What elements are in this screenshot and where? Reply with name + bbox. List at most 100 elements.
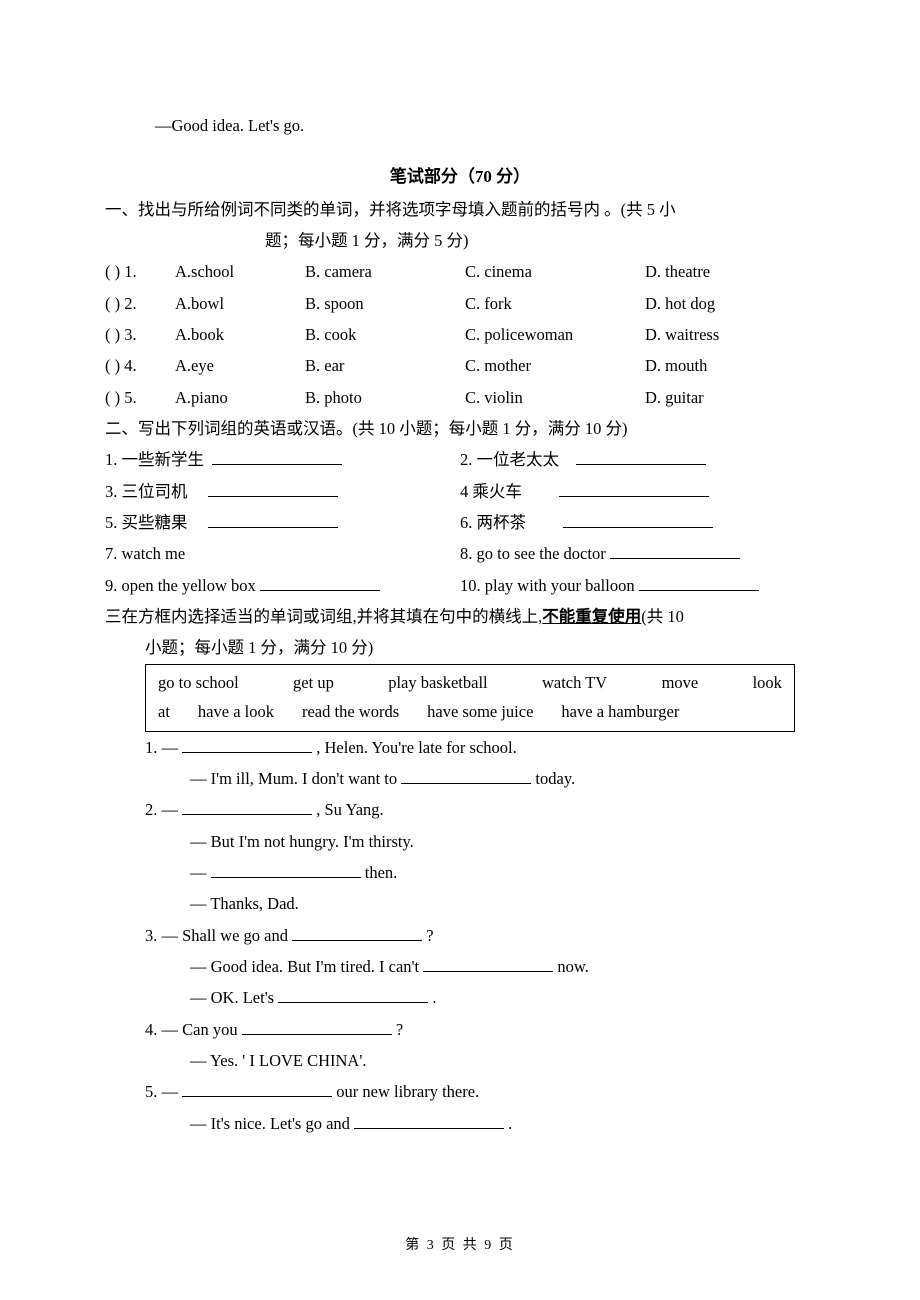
word-bank-item: look bbox=[753, 669, 782, 698]
mcq-paren[interactable]: ( ) 3. bbox=[105, 319, 175, 350]
text: . bbox=[504, 1114, 512, 1133]
q1-line-b: — I'm ill, Mum. I don't want to today. bbox=[145, 763, 815, 794]
section2-head: 二、写出下列词组的英语或汉语。(共 10 小题；每小题 1 分，满分 10 分) bbox=[105, 413, 815, 444]
section3-questions: 1. — , Helen. You're late for school. — … bbox=[105, 732, 815, 1139]
trans-row: 1. 一些新学生 2. 一位老太太 bbox=[105, 444, 815, 475]
mcq-option-a: A.book bbox=[175, 319, 305, 350]
section3-head: 三在方框内选择适当的单词或词组,并将其填在句中的横线上,不能重复使用(共 10 bbox=[105, 601, 815, 632]
text: 1. — bbox=[145, 738, 178, 757]
q4-line-b: — Yes. ' I LOVE CHINA'. bbox=[145, 1045, 815, 1076]
text: today. bbox=[531, 769, 575, 788]
mcq-option-b: B. camera bbox=[305, 256, 465, 287]
mcq-option-c: C. mother bbox=[465, 350, 645, 381]
section1-head-line1: 一、找出与所给例词不同类的单词，并将选项字母填入题前的括号内 。(共 5 小 bbox=[105, 200, 676, 219]
answer-blank[interactable] bbox=[401, 766, 531, 784]
text: 5. — bbox=[145, 1082, 182, 1101]
word-bank-item: watch TV bbox=[542, 669, 607, 698]
answer-blank[interactable] bbox=[292, 923, 422, 941]
trans-right: 8. go to see the doctor bbox=[460, 544, 606, 563]
word-bank-item: get up bbox=[293, 669, 334, 698]
text: then. bbox=[361, 863, 398, 882]
trans-right: 6. 两杯茶 bbox=[460, 513, 526, 532]
answer-blank[interactable] bbox=[354, 1111, 504, 1129]
mcq-option-d: D. mouth bbox=[645, 350, 815, 381]
q1-line-a: 1. — , Helen. You're late for school. bbox=[145, 732, 815, 763]
text: 2. — bbox=[145, 800, 178, 819]
mcq-paren[interactable]: ( ) 2. bbox=[105, 288, 175, 319]
text: ? bbox=[392, 1020, 403, 1039]
answer-blank[interactable] bbox=[576, 448, 706, 466]
word-bank-line1: go to school get up play basketball watc… bbox=[158, 669, 782, 698]
word-bank-item: have a look bbox=[198, 698, 274, 727]
mcq-row: ( ) 3. A.book B. cook C. policewoman D. … bbox=[105, 319, 815, 350]
word-bank-item: at bbox=[158, 698, 170, 727]
word-bank-item: have some juice bbox=[427, 698, 533, 727]
text: — Good idea. But I'm tired. I can't bbox=[190, 957, 423, 976]
mcq-row: ( ) 5. A.piano B. photo C. violin D. gui… bbox=[105, 382, 815, 413]
q2-line-a: 2. — , Su Yang. bbox=[145, 794, 815, 825]
mcq-paren[interactable]: ( ) 4. bbox=[105, 350, 175, 381]
answer-blank[interactable] bbox=[610, 542, 740, 560]
section3-head-b: 并将其填在句中的横线上 bbox=[357, 607, 539, 626]
section1-questions: ( ) 1. A.school B. camera C. cinema D. t… bbox=[105, 256, 815, 413]
trans-left: 3. 三位司机 bbox=[105, 482, 188, 501]
text: — I'm ill, Mum. I don't want to bbox=[190, 769, 401, 788]
answer-blank[interactable] bbox=[563, 511, 713, 529]
written-section-title: 笔试部分（70 分） bbox=[105, 161, 815, 193]
mcq-option-a: A.school bbox=[175, 256, 305, 287]
text: 4. — Can you bbox=[145, 1020, 242, 1039]
mcq-option-d: D. guitar bbox=[645, 382, 815, 413]
answer-blank[interactable] bbox=[182, 798, 312, 816]
mcq-option-d: D. waitress bbox=[645, 319, 815, 350]
mcq-option-c: C. fork bbox=[465, 288, 645, 319]
word-bank-box: go to school get up play basketball watc… bbox=[145, 664, 795, 732]
answer-blank[interactable] bbox=[423, 954, 553, 972]
section3-head-c: 不能重复使用 bbox=[542, 607, 641, 626]
exam-page: —Good idea. Let's go. 笔试部分（70 分） 一、找出与所给… bbox=[0, 0, 920, 1300]
answer-blank[interactable] bbox=[208, 479, 338, 497]
section1-head: 一、找出与所给例词不同类的单词，并将选项字母填入题前的括号内 。(共 5 小 题… bbox=[105, 194, 815, 257]
text: our new library there. bbox=[332, 1082, 479, 1101]
mcq-option-a: A.bowl bbox=[175, 288, 305, 319]
section1-head-line2: 题；每小题 1 分，满分 5 分) bbox=[185, 231, 469, 250]
word-bank-item: have a hamburger bbox=[561, 698, 679, 727]
answer-blank[interactable] bbox=[182, 1080, 332, 1098]
q5-line-a: 5. — our new library there. bbox=[145, 1076, 815, 1107]
trans-right: 10. play with your balloon bbox=[460, 576, 635, 595]
word-bank-item: play basketball bbox=[388, 669, 487, 698]
trans-row: 9. open the yellow box 10. play with you… bbox=[105, 570, 815, 601]
trans-left: 7. watch me bbox=[105, 544, 185, 563]
answer-blank[interactable] bbox=[211, 860, 361, 878]
text: — OK. Let's bbox=[190, 988, 278, 1007]
text: , Su Yang. bbox=[312, 800, 384, 819]
text: — It's nice. Let's go and bbox=[190, 1114, 354, 1133]
answer-blank[interactable] bbox=[639, 573, 759, 591]
mcq-option-c: C. policewoman bbox=[465, 319, 645, 350]
mcq-paren[interactable]: ( ) 5. bbox=[105, 382, 175, 413]
word-bank-item: move bbox=[662, 669, 699, 698]
mcq-option-c: C. cinema bbox=[465, 256, 645, 287]
mcq-option-a: A.eye bbox=[175, 350, 305, 381]
mcq-option-b: B. photo bbox=[305, 382, 465, 413]
text: , Helen. You're late for school. bbox=[312, 738, 517, 757]
mcq-row: ( ) 2. A.bowl B. spoon C. fork D. hot do… bbox=[105, 288, 815, 319]
answer-blank[interactable] bbox=[260, 573, 380, 591]
answer-blank[interactable] bbox=[212, 448, 342, 466]
answer-blank[interactable] bbox=[559, 479, 709, 497]
answer-blank[interactable] bbox=[242, 1017, 392, 1035]
text: ? bbox=[422, 926, 433, 945]
q5-line-b: — It's nice. Let's go and . bbox=[145, 1108, 815, 1139]
answer-blank[interactable] bbox=[208, 511, 338, 529]
section3-head-line2: 小题；每小题 1 分，满分 10 分) bbox=[105, 632, 815, 663]
section2-items: 1. 一些新学生 2. 一位老太太 3. 三位司机 4 乘火车 5. 买些糖果 … bbox=[105, 444, 815, 601]
text: now. bbox=[553, 957, 589, 976]
answer-blank[interactable] bbox=[182, 735, 312, 753]
trans-left: 9. open the yellow box bbox=[105, 576, 256, 595]
q2-line-c: — then. bbox=[145, 857, 815, 888]
section3-head-a: 三在方框内选择适当的单词或词组 bbox=[105, 607, 353, 626]
trans-right: 4 乘火车 bbox=[460, 482, 522, 501]
mcq-paren[interactable]: ( ) 1. bbox=[105, 256, 175, 287]
text: . bbox=[428, 988, 436, 1007]
trans-row: 3. 三位司机 4 乘火车 bbox=[105, 476, 815, 507]
answer-blank[interactable] bbox=[278, 986, 428, 1004]
